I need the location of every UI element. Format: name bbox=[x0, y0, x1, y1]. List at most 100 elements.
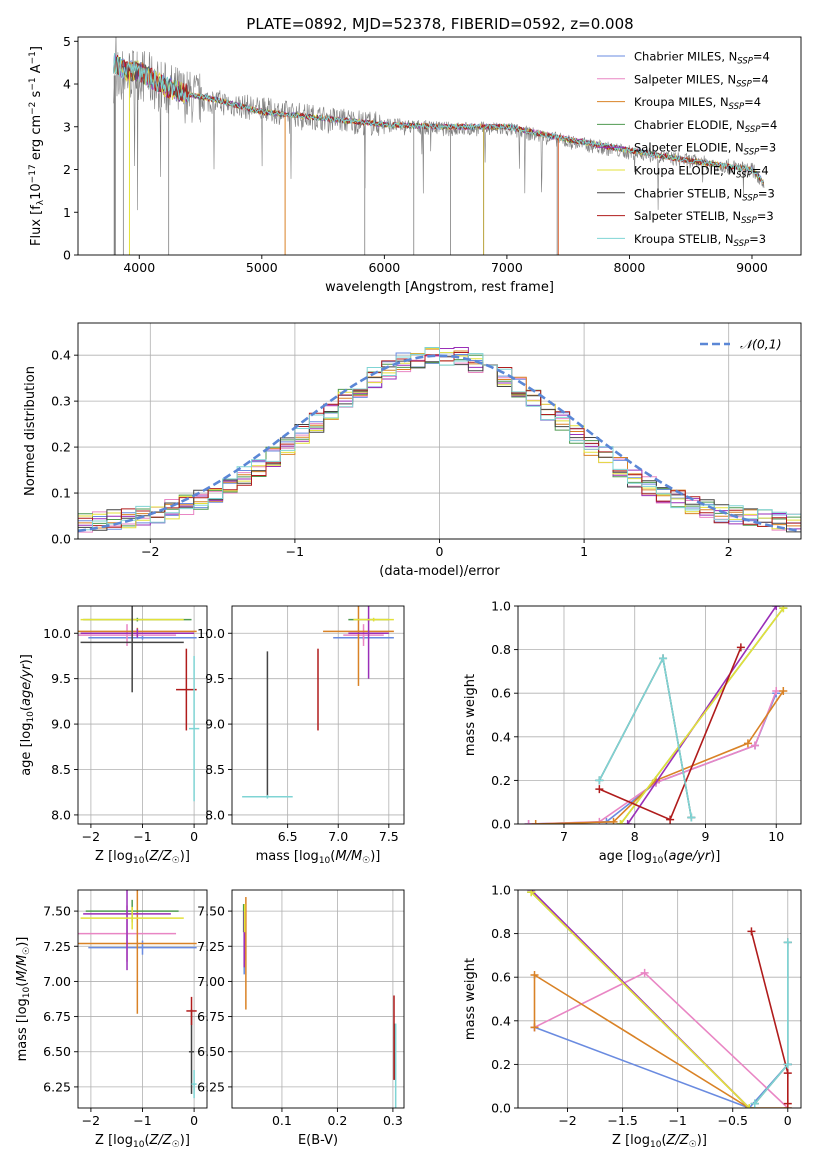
x-tick-label: 0.1 bbox=[272, 1113, 292, 1128]
legend-label-suffix: =3 bbox=[749, 232, 766, 246]
y-tick-label: 0.4 bbox=[491, 729, 511, 744]
legend-label-text: Kroupa STELIB, N bbox=[634, 232, 734, 246]
x-axis-label: Z [log10(Z/Z☉)] bbox=[95, 1133, 190, 1150]
y-tick-label: 0.4 bbox=[51, 348, 71, 363]
y-tick-label: 0.0 bbox=[491, 1101, 511, 1116]
weight-marker-salp_stelib bbox=[736, 643, 745, 652]
legend-label-krou_miles: Kroupa MILES, NSSP=4 bbox=[634, 95, 761, 112]
x-tick-label: 1 bbox=[580, 544, 588, 559]
x-axis-label-part: ☉ bbox=[362, 856, 370, 866]
y-tick-label: 7.25 bbox=[43, 939, 71, 954]
legend-label-suffix: =3 bbox=[757, 209, 774, 223]
y-tick-label: 1.0 bbox=[491, 599, 511, 614]
legend-label-sub: SSP bbox=[741, 216, 757, 226]
y-axis-label: Flux [fλ10−17 erg cm−2 s−1 A−1] bbox=[28, 46, 46, 246]
weight-line-salp_stelib bbox=[599, 647, 742, 821]
y-tick-label: 6.50 bbox=[197, 1044, 225, 1059]
legend-label-krou_stelib: Kroupa STELIB, NSSP=3 bbox=[634, 232, 766, 249]
mass_vs_Z-panel: −2 −1 06.256.506.757.007.257.50Z [log10(Z/… bbox=[15, 889, 208, 1150]
y-tick-label: 8.5 bbox=[205, 762, 225, 777]
histogram-step-krou_stelib bbox=[78, 347, 801, 534]
x-tick-label: 0 bbox=[190, 829, 198, 844]
legend-label-sub: SSP bbox=[734, 239, 750, 249]
residuals-plot-area bbox=[78, 347, 801, 535]
x-axis-label-part: ☉ bbox=[172, 1140, 180, 1150]
x-axis-label-part: log bbox=[113, 849, 133, 864]
y-axis-label-part: −2 bbox=[28, 102, 38, 115]
y-axis-label-part: λ bbox=[36, 199, 46, 205]
x-tick-label: 0.3 bbox=[383, 1113, 403, 1128]
axes-frame bbox=[231, 889, 405, 1109]
legend-label-text: Chabrier ELODIE, N bbox=[634, 118, 745, 132]
y-axis-label-part: ( bbox=[15, 982, 30, 987]
legend-label-text: Salpeter ELODIE, N bbox=[634, 141, 744, 155]
legend-label-sub: SSP bbox=[737, 57, 753, 67]
legend-normal-label: 𝒩(0,1) bbox=[740, 337, 782, 352]
y-axis-label-part: ( bbox=[19, 706, 34, 711]
y-axis-label-part: mass weight bbox=[463, 674, 478, 756]
y-tick-label: 7.00 bbox=[43, 974, 71, 989]
weight-line-krou_stelib bbox=[598, 655, 693, 818]
x-axis-label-part: ( bbox=[144, 1133, 149, 1148]
y-tick-label: 0.0 bbox=[51, 532, 71, 547]
weight-marker-krou_elodie bbox=[745, 1104, 754, 1108]
x-tick-label: −1 bbox=[286, 544, 304, 559]
y-tick-label: 0.3 bbox=[51, 394, 71, 409]
y-tick-label: 6.75 bbox=[197, 1009, 225, 1024]
x-axis-label: mass [log10(M/M☉)] bbox=[256, 849, 381, 866]
weight-marker-krou_miles bbox=[531, 820, 540, 824]
y-tick-label: 6.25 bbox=[43, 1079, 71, 1094]
mass_vs_ebv-plot-area bbox=[242, 897, 397, 1108]
weight-line-krou_miles bbox=[535, 690, 784, 824]
x-tick-label: 7 bbox=[560, 829, 568, 844]
y-axis-label-part: mass weight bbox=[463, 958, 478, 1040]
weight-marker-krou_miles bbox=[779, 687, 788, 696]
y-tick-label: 9.5 bbox=[205, 671, 225, 686]
legend-label-chab_stelib: Chabrier STELIB, NSSP=3 bbox=[634, 186, 775, 203]
spectrum-plot-area bbox=[113, 37, 765, 255]
x-axis-label-part: ( bbox=[144, 849, 149, 864]
x-axis-label: E(B-V) bbox=[298, 1133, 338, 1148]
axes-frame bbox=[517, 605, 802, 825]
legend-label-salp_miles: Salpeter MILES, NSSP=4 bbox=[634, 72, 769, 89]
x-axis-label-part: log bbox=[630, 1133, 650, 1148]
y-axis-label-part: M/M bbox=[15, 955, 30, 982]
y-tick-label: 7.50 bbox=[197, 904, 225, 919]
y-tick-label: 0.6 bbox=[491, 970, 511, 985]
weight-marker-krou_miles bbox=[609, 817, 618, 824]
y-axis-label-part: mass [ bbox=[15, 1018, 30, 1061]
x-tick-label: 0 bbox=[436, 544, 444, 559]
y-axis-label-part: Normed distribution bbox=[23, 366, 38, 496]
weight-marker-krou_elodie bbox=[616, 820, 625, 824]
y-axis-label-part: )] bbox=[15, 937, 30, 947]
x-axis-label-part: age [ bbox=[599, 849, 632, 864]
y-axis-label-part: 10 bbox=[22, 986, 32, 998]
x-axis-label-part: log bbox=[299, 849, 319, 864]
weight-marker-krou_elodie bbox=[779, 606, 788, 613]
y-axis-label-part: A bbox=[29, 64, 44, 77]
weight-marker-krou_stelib bbox=[659, 654, 668, 663]
y-tick-label: 0.2 bbox=[51, 440, 71, 455]
spectrum-panel: 4000 5000 6000 7000 8000 9000 0 1 2 3 4 5 Chabrier M… bbox=[28, 34, 802, 295]
weight-marker-salp_stelib bbox=[595, 785, 604, 794]
x-axis-label-part: ( bbox=[661, 1133, 666, 1148]
x-axis-label: (data-model)/error bbox=[379, 564, 500, 579]
weight-marker-salp_stelib bbox=[783, 1069, 792, 1078]
legend-label-text: Chabrier STELIB, N bbox=[634, 186, 742, 200]
x-tick-label: 10 bbox=[768, 829, 784, 844]
x-tick-label: −1 bbox=[668, 1113, 686, 1128]
weight-marker-salp_miles bbox=[640, 968, 649, 977]
y-axis-label-part: log bbox=[15, 998, 30, 1018]
y-axis-label: age [log10(age/yr)] bbox=[19, 654, 36, 776]
y-axis-label-part: age [ bbox=[19, 742, 34, 775]
y-tick-label: 0.6 bbox=[491, 686, 511, 701]
spectrum-model-line-krou_stelib bbox=[113, 53, 764, 183]
x-axis-label-part: age/yr bbox=[668, 849, 711, 864]
y-axis-label-part: log bbox=[19, 723, 34, 743]
y-tick-label: 0.0 bbox=[491, 817, 511, 832]
weight-line-salp_miles bbox=[528, 690, 777, 824]
y-tick-label: 0 bbox=[63, 248, 71, 263]
y-tick-label: 9.5 bbox=[51, 671, 71, 686]
